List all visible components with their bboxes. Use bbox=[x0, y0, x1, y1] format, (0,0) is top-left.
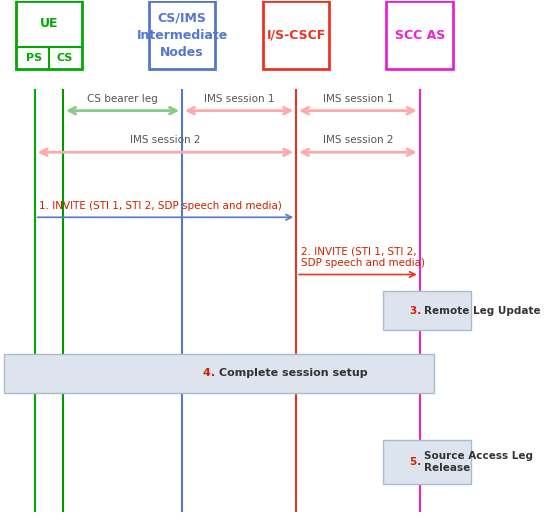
Text: 4.: 4. bbox=[203, 368, 219, 378]
Text: I/S-CSCF: I/S-CSCF bbox=[266, 29, 326, 42]
Text: IMS session 2: IMS session 2 bbox=[130, 135, 201, 145]
Text: PS: PS bbox=[26, 52, 42, 63]
FancyBboxPatch shape bbox=[149, 2, 215, 69]
Text: 2. INVITE (STI 1, STI 2,
SDP speech and media): 2. INVITE (STI 1, STI 2, SDP speech and … bbox=[301, 247, 425, 268]
Text: SCC AS: SCC AS bbox=[395, 29, 445, 42]
FancyBboxPatch shape bbox=[383, 291, 471, 331]
Text: IMS session 1: IMS session 1 bbox=[204, 94, 275, 104]
Text: IMS session 1: IMS session 1 bbox=[323, 94, 393, 104]
Text: 1. INVITE (STI 1, STI 2, SDP speech and media): 1. INVITE (STI 1, STI 2, SDP speech and … bbox=[39, 201, 282, 211]
Text: Remote Leg Update: Remote Leg Update bbox=[424, 306, 541, 316]
Text: CS/IMS
Intermediate
Nodes: CS/IMS Intermediate Nodes bbox=[136, 12, 227, 59]
FancyBboxPatch shape bbox=[16, 2, 82, 69]
FancyBboxPatch shape bbox=[383, 440, 471, 484]
Text: IMS session 2: IMS session 2 bbox=[323, 135, 393, 145]
FancyBboxPatch shape bbox=[263, 2, 329, 69]
FancyBboxPatch shape bbox=[4, 354, 434, 393]
Text: CS: CS bbox=[56, 52, 72, 63]
Text: UE: UE bbox=[39, 17, 58, 29]
Text: CS bearer leg: CS bearer leg bbox=[87, 94, 158, 104]
Text: Source Access Leg
Release: Source Access Leg Release bbox=[424, 451, 533, 473]
Text: 5.: 5. bbox=[409, 457, 424, 467]
FancyBboxPatch shape bbox=[386, 2, 453, 69]
Text: Complete session setup: Complete session setup bbox=[219, 368, 368, 378]
Text: 3.: 3. bbox=[409, 306, 424, 316]
